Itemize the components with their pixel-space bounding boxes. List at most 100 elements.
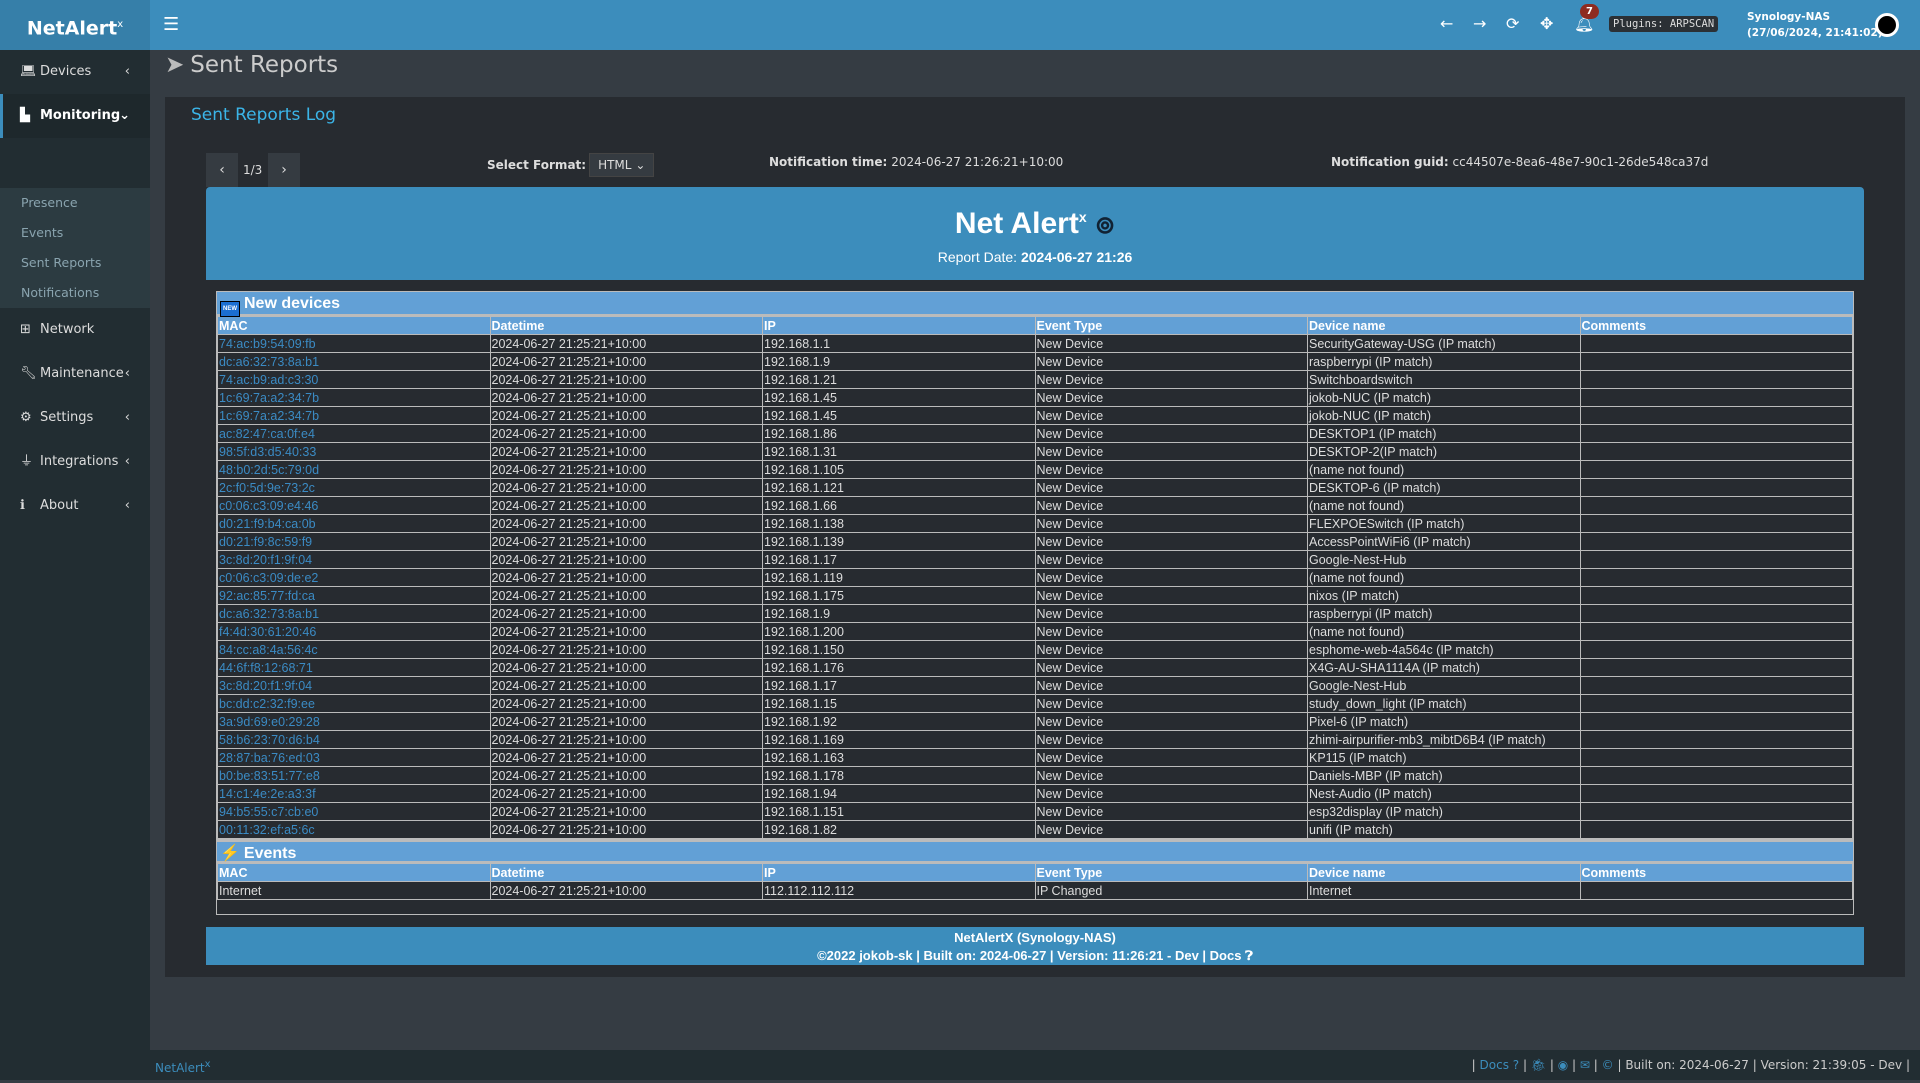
- table-cell: Nest-Audio (IP match): [1307, 784, 1581, 803]
- menu-toggle-icon[interactable]: ☰: [163, 14, 180, 35]
- mac-cell[interactable]: 3c:8d:20:f1:9f:04: [217, 676, 491, 695]
- table-row: bc:dd:c2:32:f9:ee 2024-06-27 21:25:21+10:…: [217, 694, 1853, 713]
- mac-cell[interactable]: ac:82:47:ca:0f:e4: [217, 424, 491, 443]
- table-row: c0:06:c3:09:e4:46 2024-06-27 21:25:21+10:…: [217, 496, 1853, 515]
- mac-cell[interactable]: 14:c1:4e:2e:a3:3f: [217, 784, 491, 803]
- table-cell: [1579, 370, 1853, 389]
- table-cell: 2024-06-27 21:25:21+10:00: [489, 460, 763, 479]
- mac-cell[interactable]: b0:be:83:51:77:e8: [217, 766, 491, 785]
- table-cell: 2024-06-27 21:25:21+10:00: [489, 766, 763, 785]
- table-cell: Internet: [217, 881, 491, 900]
- app-logo[interactable]: NetAlertx: [0, 0, 150, 50]
- mac-cell[interactable]: c0:06:c3:09:e4:46: [217, 496, 491, 515]
- table-cell: 2024-06-27 21:25:21+10:00: [489, 352, 763, 371]
- table-cell: Pixel-6 (IP match): [1307, 712, 1581, 731]
- mac-cell[interactable]: c0:06:c3:09:de:e2: [217, 568, 491, 587]
- table-cell: 2024-06-27 21:25:21+10:00: [489, 442, 763, 461]
- notification-time: Notification time: 2024-06-27 21:26:21+1…: [769, 155, 1063, 169]
- footer-build-info: | Built on: 2024-06-27 | Version: 21:39:…: [1617, 1058, 1910, 1072]
- question-icon[interactable]: ❓︎: [1245, 948, 1253, 963]
- mac-cell[interactable]: 58:b6:23:70:d6:b4: [217, 730, 491, 749]
- column-header: Comments: [1579, 316, 1853, 335]
- table-cell: 192.168.1.139: [762, 532, 1036, 551]
- sidebar-item-devices[interactable]: 💻︎ Devices ‹: [0, 50, 150, 94]
- mac-cell[interactable]: 94:b5:55:c7:cb:e0: [217, 802, 491, 821]
- table-cell: 2024-06-27 21:25:21+10:00: [489, 550, 763, 569]
- column-header: Event Type: [1034, 316, 1308, 335]
- mac-cell[interactable]: f4:4d:30:61:20:46: [217, 622, 491, 641]
- move-icon[interactable]: ✥: [1540, 14, 1554, 33]
- table-cell: New Device: [1034, 568, 1308, 587]
- next-report-button[interactable]: ›: [268, 153, 300, 187]
- table-cell: New Device: [1034, 748, 1308, 767]
- table-cell: New Device: [1034, 460, 1308, 479]
- mac-cell[interactable]: 00:11:32:ef:a5:6c: [217, 820, 491, 839]
- bug-icon[interactable]: 🐞︎: [1530, 1058, 1547, 1072]
- sidebar-item-sent-reports[interactable]: Sent Reports: [21, 255, 102, 270]
- mac-cell[interactable]: 48:b0:2d:5c:79:0d: [217, 460, 491, 479]
- reload-icon[interactable]: ⟳: [1506, 14, 1520, 33]
- mac-cell[interactable]: 92:ac:85:77:fd:ca: [217, 586, 491, 605]
- section-title: New devices: [244, 295, 341, 312]
- report-title: Net Alertx ⊚: [206, 207, 1864, 241]
- mac-cell[interactable]: 2c:f0:5d:9e:73:2c: [217, 478, 491, 497]
- question-icon[interactable]: ?: [1512, 1058, 1520, 1072]
- format-select[interactable]: HTML ⌄: [589, 153, 655, 177]
- table-row: 2c:f0:5d:9e:73:2c 2024-06-27 21:25:21+10:…: [217, 478, 1853, 497]
- mac-cell[interactable]: 3c:8d:20:f1:9f:04: [217, 550, 491, 569]
- mail-icon[interactable]: ✉: [1579, 1058, 1590, 1072]
- table-cell: New Device: [1034, 532, 1308, 551]
- table-cell: 2024-06-27 21:25:21+10:00: [489, 334, 763, 353]
- sidebar-item-monitoring[interactable]: ▙ Monitoring ⌄: [0, 94, 150, 138]
- mac-cell[interactable]: 44:6f:f8:12:68:71: [217, 658, 491, 677]
- mac-cell[interactable]: dc:a6:32:73:8a:b1: [217, 352, 491, 371]
- github-icon[interactable]: ◉: [1557, 1058, 1569, 1072]
- mac-cell[interactable]: d0:21:f9:b4:ca:0b: [217, 514, 491, 533]
- sent-reports-box: Sent Reports Log ‹ 1/3 › Select Format: H…: [165, 97, 1905, 977]
- table-cell: [1579, 820, 1853, 839]
- table-row: 44:6f:f8:12:68:71 2024-06-27 21:25:21+10:…: [217, 658, 1853, 677]
- back-arrow-icon[interactable]: ←: [1440, 14, 1454, 33]
- mac-cell[interactable]: 28:87:ba:76:ed:03: [217, 748, 491, 767]
- table-cell: 192.168.1.175: [762, 586, 1036, 605]
- table-cell: raspberrypi (IP match): [1307, 352, 1581, 371]
- table-cell: New Device: [1034, 766, 1308, 785]
- table-cell: [1579, 784, 1853, 803]
- copyright-icon[interactable]: ©: [1601, 1058, 1614, 1072]
- mac-cell[interactable]: 1c:69:7a:a2:34:7b: [217, 388, 491, 407]
- sidebar-item-notifications[interactable]: Notifications: [21, 285, 100, 300]
- table-cell: DESKTOP-6 (IP match): [1307, 478, 1581, 497]
- mac-cell[interactable]: 3a:9d:69:e0:29:28: [217, 712, 491, 731]
- mac-cell[interactable]: 74:ac:b9:54:09:fb: [217, 334, 491, 353]
- sidebar-item-maintenance[interactable]: 🔧︎ Maintenance ‹: [0, 352, 150, 396]
- mac-cell[interactable]: dc:a6:32:73:8a:b1: [217, 604, 491, 623]
- table-cell: jokob-NUC (IP match): [1307, 388, 1581, 407]
- format-selector: Select Format: HTML ⌄: [487, 153, 655, 177]
- prev-report-button[interactable]: ‹: [206, 153, 238, 187]
- table-cell: 192.168.1.15: [762, 694, 1036, 713]
- mac-cell[interactable]: 98:5f:d3:d5:40:33: [217, 442, 491, 461]
- table-cell: SecurityGateway-USG (IP match): [1307, 334, 1581, 353]
- sidebar-item-events[interactable]: Events: [21, 225, 64, 240]
- sidebar-item-presence[interactable]: Presence: [21, 195, 78, 210]
- table-cell: 2024-06-27 21:25:21+10:00: [489, 712, 763, 731]
- mac-cell[interactable]: 84:cc:a8:4a:56:4c: [217, 640, 491, 659]
- netalertx-logo-icon: ⊚: [1094, 212, 1116, 239]
- mac-cell[interactable]: 1c:69:7a:a2:34:7b: [217, 406, 491, 425]
- column-header: Datetime: [489, 316, 763, 335]
- sidebar-item-network[interactable]: ⊞ Network: [0, 308, 150, 352]
- sidebar-item-about[interactable]: ℹ About ‹: [0, 484, 150, 528]
- mac-cell[interactable]: 74:ac:b9:ad:c3:30: [217, 370, 491, 389]
- table-row: ac:82:47:ca:0f:e4 2024-06-27 21:25:21+10:…: [217, 424, 1853, 443]
- mac-cell[interactable]: bc:dd:c2:32:f9:ee: [217, 694, 491, 713]
- sidebar-item-settings[interactable]: ⚙ Settings ‹: [0, 396, 150, 440]
- forward-arrow-icon[interactable]: →: [1473, 14, 1487, 33]
- sidebar-item-integrations[interactable]: ⏚ Integrations ‹: [0, 440, 150, 484]
- table-cell: 2024-06-27 21:25:21+10:00: [489, 586, 763, 605]
- mac-cell[interactable]: d0:21:f9:8c:59:f9: [217, 532, 491, 551]
- sitemap-icon: ⊞: [20, 322, 31, 337]
- user-avatar[interactable]: [1875, 13, 1899, 37]
- table-row: c0:06:c3:09:de:e2 2024-06-27 21:25:21+10:…: [217, 568, 1853, 587]
- table-cell: [1579, 730, 1853, 749]
- docs-link[interactable]: Docs: [1479, 1058, 1509, 1072]
